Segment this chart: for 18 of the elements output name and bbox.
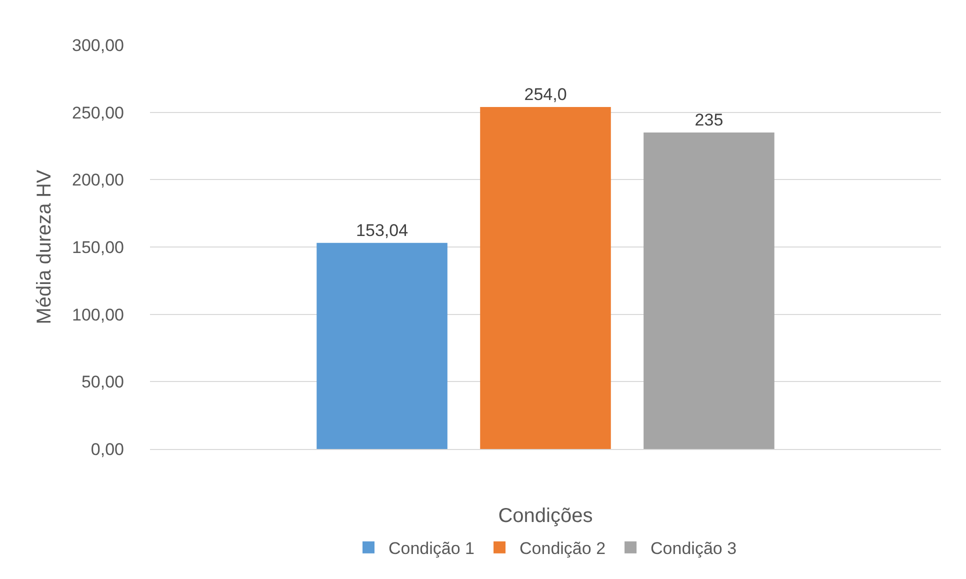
data-label: 153,04 bbox=[356, 220, 408, 240]
data-label: 235 bbox=[694, 110, 724, 130]
data-label: 254,0 bbox=[524, 84, 567, 104]
y-tick-label: 0,00 bbox=[90, 440, 124, 459]
bar bbox=[480, 106, 611, 449]
y-tick-label: 200,00 bbox=[72, 170, 124, 190]
y-tick-label: 300,00 bbox=[72, 36, 124, 55]
y-tick-label: 50,00 bbox=[81, 372, 124, 392]
y-axis-title: Média dureza HV bbox=[34, 169, 56, 324]
bar bbox=[316, 242, 448, 449]
legend-label: Condição 1 bbox=[388, 538, 475, 558]
x-axis-title: Condições bbox=[498, 504, 593, 527]
bar bbox=[644, 132, 774, 449]
y-tick-label: 250,00 bbox=[72, 103, 124, 122]
y-tick-label: 150,00 bbox=[72, 238, 124, 257]
legend-label: Condição 2 bbox=[520, 538, 606, 558]
y-tick-label: 100,00 bbox=[72, 305, 124, 324]
legend-label: Condição 3 bbox=[650, 538, 737, 558]
